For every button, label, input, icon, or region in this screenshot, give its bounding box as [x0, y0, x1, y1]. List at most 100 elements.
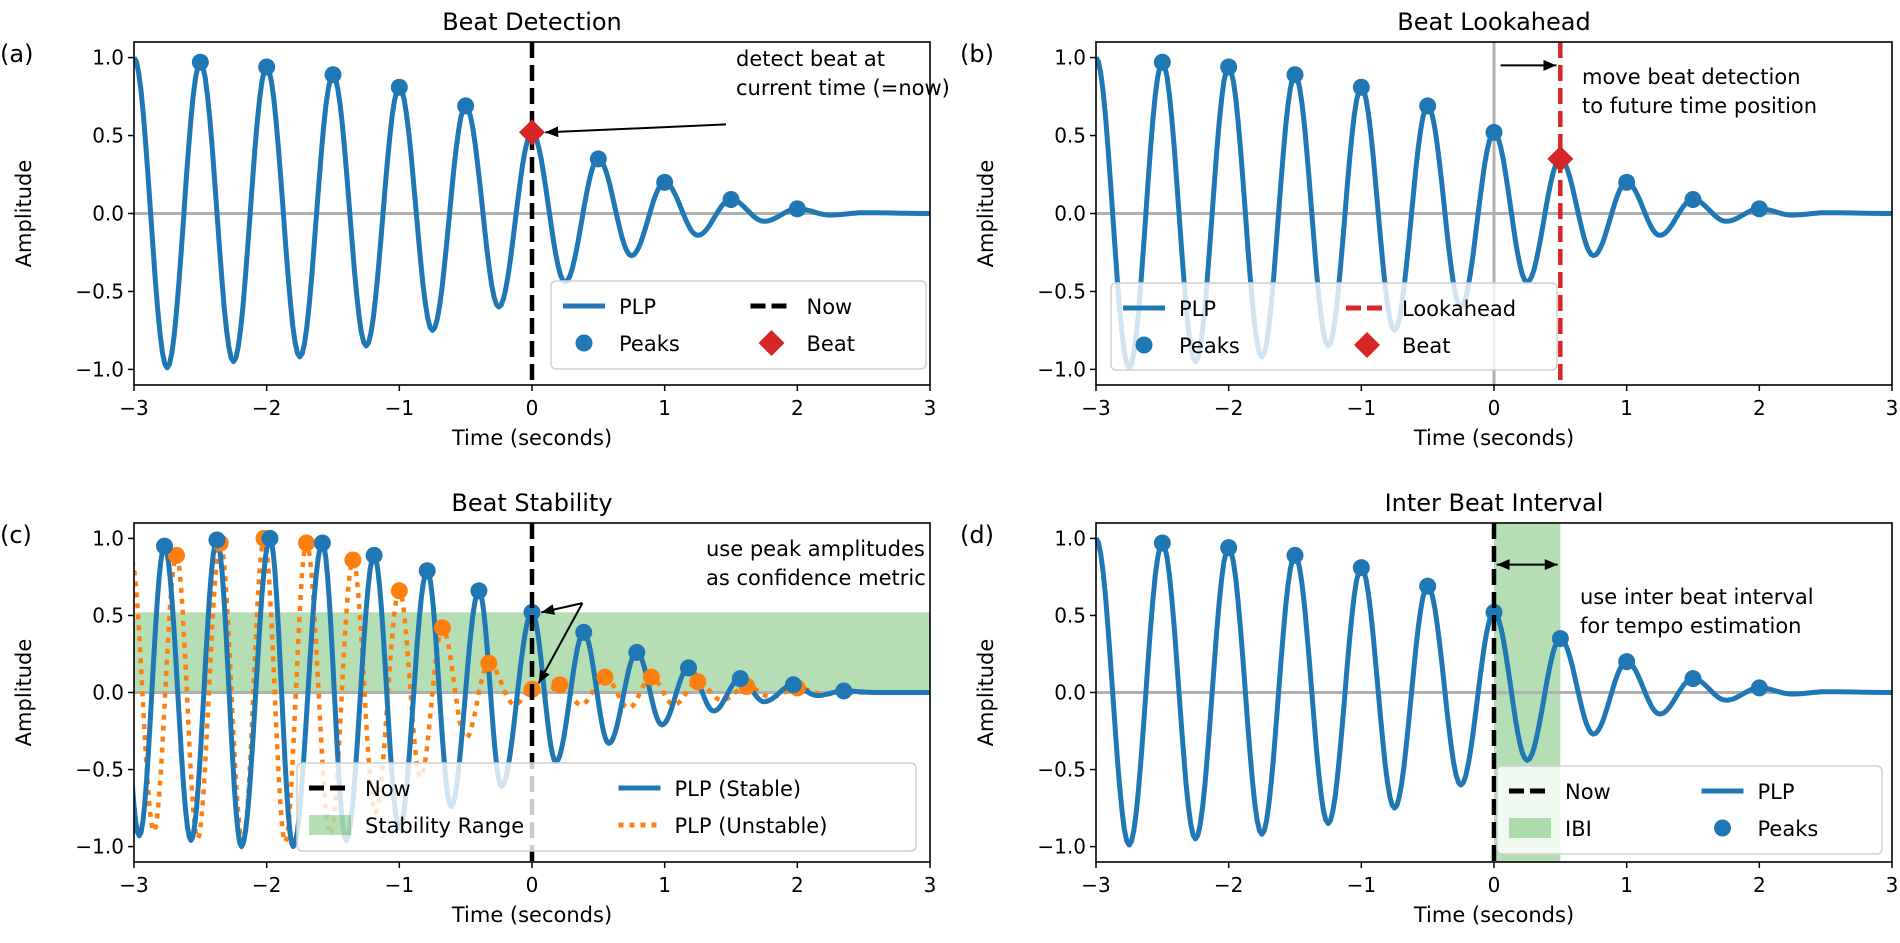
peak-marker — [433, 619, 451, 637]
panel-d: −3 −2 −1 0 1 2 3 −1.0 −0.5 0.0 0.5 1.0 Inter Beat In… — [960, 489, 1898, 927]
legend-item: Beat — [1354, 332, 1450, 358]
x-axis-label: Time (seconds) — [1413, 426, 1574, 450]
annotation-text: use peak amplitudes — [706, 537, 925, 561]
legend-item: Now — [1509, 780, 1611, 804]
panel-label: (a) — [0, 40, 33, 68]
peak-marker — [258, 58, 276, 76]
peak-marker — [297, 534, 315, 552]
y-tick-label: 1.0 — [1054, 526, 1086, 550]
annotation-text: current time (=now) — [736, 76, 950, 100]
legend-item: Beat — [758, 330, 855, 356]
beat-marker — [519, 119, 545, 146]
peak-marker — [680, 659, 698, 677]
plot-area — [1096, 42, 1892, 385]
peak-marker — [480, 654, 498, 672]
plot-area — [134, 523, 930, 862]
y-tick-label: 1.0 — [92, 46, 124, 70]
peak-marker — [1551, 630, 1569, 648]
x-tick-label: −1 — [1347, 873, 1376, 897]
legend-frame — [296, 762, 917, 852]
peak-marker — [1684, 190, 1702, 208]
peak-marker — [596, 668, 614, 686]
peak-marker — [689, 673, 707, 691]
legend-item: PLP — [1123, 297, 1216, 321]
peak-marker — [324, 66, 342, 84]
y-tick-label: −0.5 — [1037, 279, 1086, 303]
legend-item: Peaks — [1714, 817, 1818, 841]
peak-marker — [788, 200, 806, 218]
legend: PLP Peaks Lookahead Beat — [1110, 282, 1558, 371]
legend-label: Lookahead — [1402, 297, 1516, 321]
x-tick-label: 0 — [526, 396, 539, 420]
legend-circle-icon — [1714, 819, 1731, 837]
legend-label: Peaks — [1758, 817, 1819, 841]
peak-marker — [1485, 123, 1503, 141]
peak-marker — [575, 623, 593, 641]
x-tick-label: −3 — [119, 873, 148, 897]
x-tick-label: 1 — [658, 873, 671, 897]
y-tick-label: −1.0 — [1037, 835, 1086, 859]
y-tick-label: 0.5 — [92, 603, 124, 627]
arrowhead-icon — [538, 669, 550, 684]
annotation-text: detect beat at — [736, 47, 885, 71]
legend-item: Peaks — [1135, 334, 1240, 358]
peak-marker — [1419, 577, 1437, 595]
legend-label: Peaks — [1179, 334, 1240, 358]
legend-item: Peaks — [575, 332, 680, 356]
peak-marker — [344, 551, 362, 569]
peak-marker — [1750, 200, 1768, 218]
y-tick-label: −1.0 — [1037, 357, 1086, 381]
peak-marker — [1153, 534, 1171, 552]
arrowhead-icon — [1544, 559, 1558, 571]
legend-label: Now — [1565, 780, 1611, 804]
x-tick-label: −1 — [1347, 396, 1376, 420]
legend-patch-icon — [309, 815, 351, 835]
legend-item: Stability Range — [309, 814, 524, 838]
peak-marker — [731, 670, 749, 688]
legend-item: Lookahead — [1346, 297, 1516, 321]
x-tick-label: 3 — [924, 396, 937, 420]
x-tick-label: 1 — [658, 396, 671, 420]
x-tick-label: 0 — [1488, 396, 1501, 420]
annotation-text: to future time position — [1582, 94, 1817, 118]
peak-marker — [1485, 603, 1503, 621]
legend-frame — [1110, 282, 1558, 371]
chart-title: Beat Stability — [451, 489, 612, 517]
peak-marker — [656, 173, 674, 191]
peak-marker — [191, 53, 209, 71]
x-tick-label: 3 — [1886, 873, 1899, 897]
peak-marker — [390, 78, 408, 96]
legend-label: PLP — [619, 295, 656, 319]
peak-marker — [390, 582, 408, 600]
x-tick-label: 1 — [1620, 396, 1633, 420]
peak-marker — [1352, 78, 1370, 96]
peak-marker — [457, 97, 475, 115]
x-tick-label: −3 — [1081, 873, 1110, 897]
arrowhead-icon — [545, 126, 559, 138]
x-tick-label: 2 — [791, 396, 804, 420]
series-plp — [1096, 537, 1892, 848]
x-tick-label: −2 — [1214, 873, 1243, 897]
x-tick-label: −2 — [252, 873, 281, 897]
peak-marker — [313, 534, 331, 552]
x-axis-label: Time (seconds) — [1413, 903, 1574, 927]
panel-label: (c) — [0, 521, 32, 549]
legend-label: PLP (Stable) — [675, 777, 802, 801]
legend-label: Peaks — [619, 332, 680, 356]
annotation-text: for tempo estimation — [1580, 614, 1802, 638]
legend: Now IBI PLP Peaks — [1496, 765, 1883, 855]
peak-marker — [470, 582, 488, 600]
x-tick-label: −1 — [385, 396, 414, 420]
arrowhead-icon — [1496, 559, 1510, 571]
x-tick-label: −2 — [252, 396, 281, 420]
legend-label: Now — [365, 777, 411, 801]
peak-marker — [1419, 97, 1437, 115]
y-tick-label: −0.5 — [75, 758, 124, 782]
panel-c: −3 −2 −1 0 1 2 3 −1.0 −0.5 0.0 0.5 1.0 Beat Stabilit… — [0, 489, 936, 927]
y-axis-label: Amplitude — [974, 639, 998, 747]
peak-marker — [589, 150, 607, 168]
annotation-text: as confidence metric — [706, 566, 926, 590]
x-tick-label: −3 — [1081, 396, 1110, 420]
annotation-text: use inter beat interval — [1580, 585, 1814, 609]
